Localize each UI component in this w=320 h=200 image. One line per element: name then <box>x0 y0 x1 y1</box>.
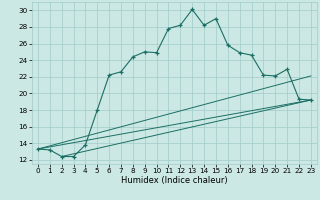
X-axis label: Humidex (Indice chaleur): Humidex (Indice chaleur) <box>121 176 228 185</box>
